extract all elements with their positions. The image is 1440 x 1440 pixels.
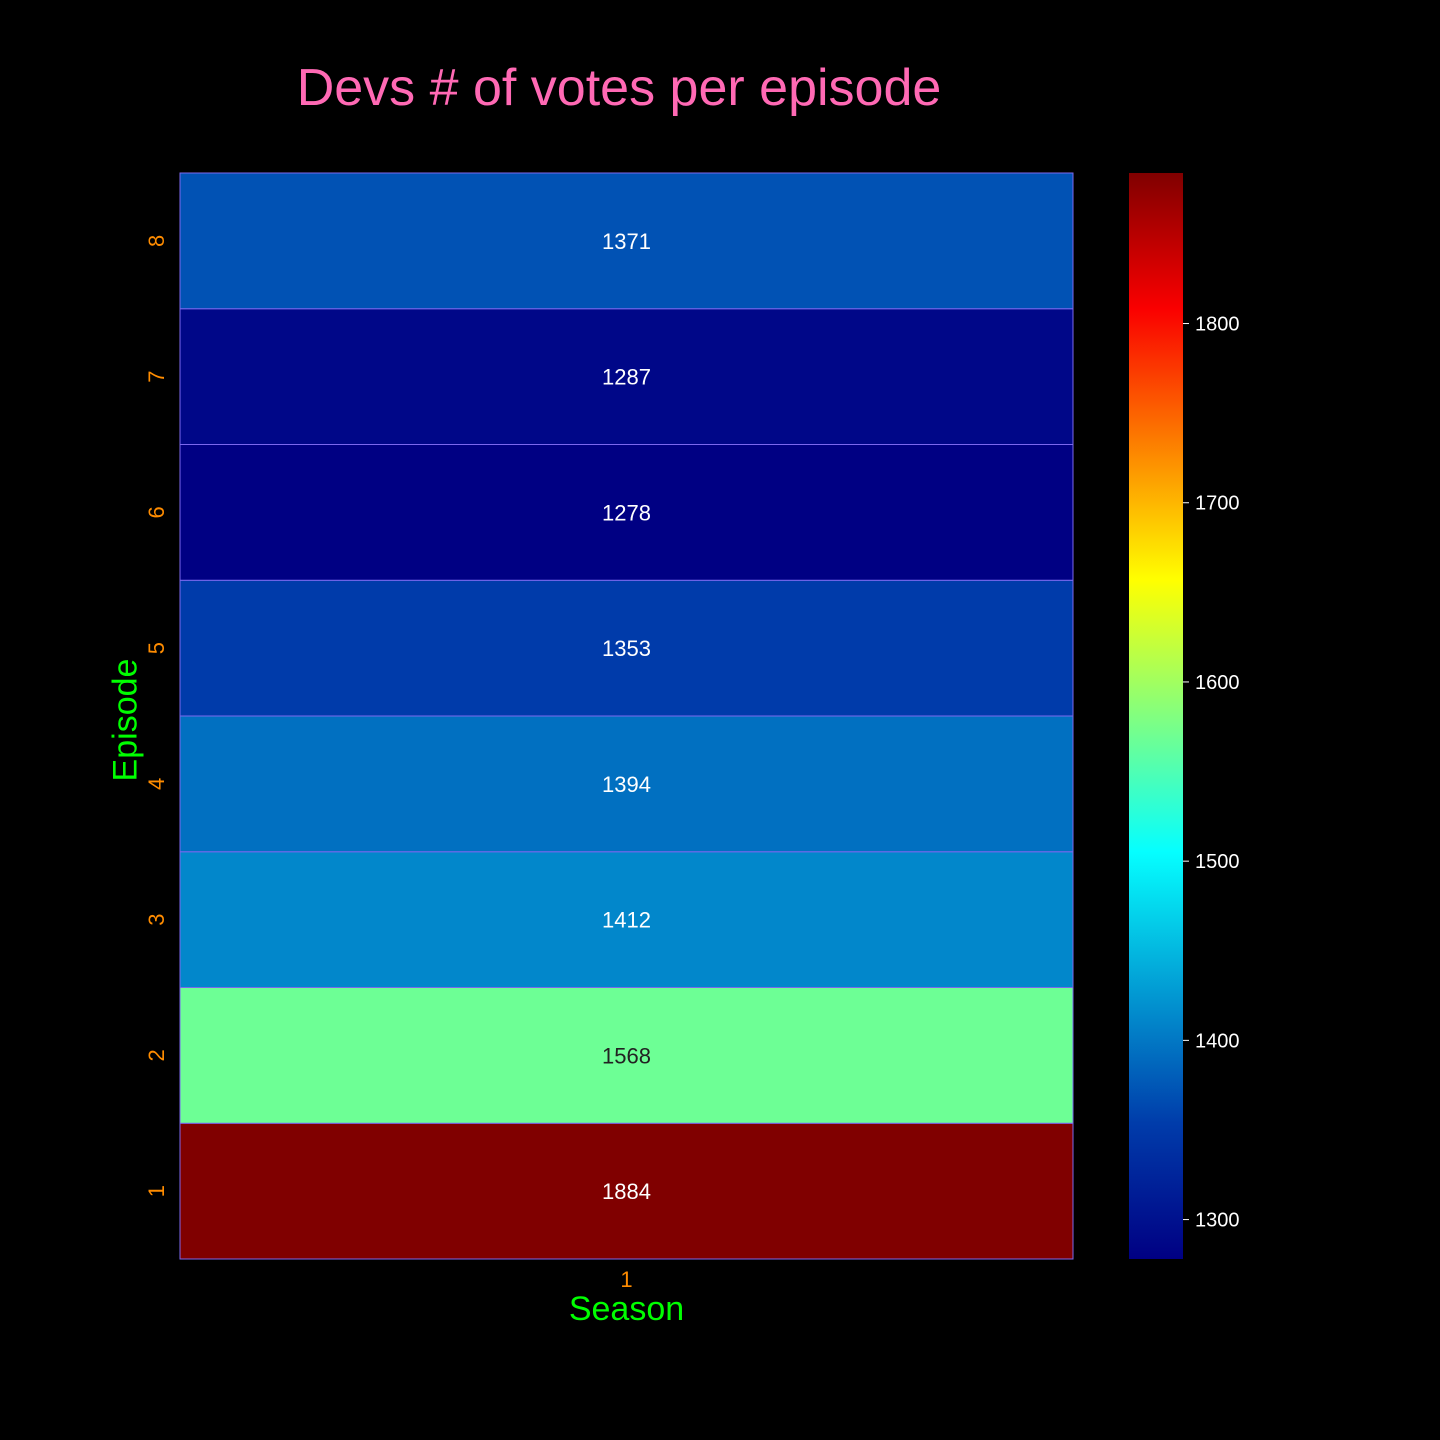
cell-value-label: 1568 bbox=[602, 1043, 651, 1068]
y-tick-label: 6 bbox=[144, 506, 169, 518]
cell-value-label: 1412 bbox=[602, 908, 651, 933]
x-axis-title: Season bbox=[568, 1290, 685, 1328]
cell-value-label: 1278 bbox=[602, 500, 651, 525]
colorbar-tick-label: 1300 bbox=[1195, 1210, 1240, 1232]
cell-value-label: 1394 bbox=[602, 772, 651, 797]
heatmap-cell-episode-5 bbox=[179, 579, 1074, 717]
colorbar-tick-label: 1500 bbox=[1195, 851, 1240, 873]
cell-value-label: 1371 bbox=[602, 229, 651, 254]
y-tick-label: 7 bbox=[144, 371, 169, 383]
cell-value-label: 1884 bbox=[602, 1179, 651, 1204]
colorbar-tick-label: 1400 bbox=[1195, 1030, 1240, 1052]
y-tick-label: 5 bbox=[144, 642, 169, 654]
y-tick-label: 3 bbox=[144, 914, 169, 926]
heatmap-cell-episode-1 bbox=[179, 1122, 1074, 1260]
colorbar-tick-label: 1800 bbox=[1195, 314, 1240, 336]
y-axis-title: Episode bbox=[106, 658, 145, 782]
heatmap-cell-episode-4 bbox=[179, 715, 1074, 853]
colorbar-tick-label: 1600 bbox=[1195, 672, 1240, 694]
colorbar: 1300 1400 1500 1600 1700 1800 bbox=[1129, 173, 1240, 1259]
y-tick-label: 2 bbox=[144, 1049, 169, 1061]
colorbar-bar bbox=[1129, 173, 1183, 1259]
y-axis-ticks: 1 2 3 4 5 6 7 8 bbox=[144, 235, 169, 1198]
y-tick-label: 8 bbox=[144, 235, 169, 247]
heatmap-cells: 1884 1568 1412 1394 1353 1278 1287 1371 bbox=[179, 172, 1074, 1260]
colorbar-tick-label: 1700 bbox=[1195, 493, 1240, 515]
y-tick-label: 4 bbox=[144, 778, 169, 790]
heatmap-cell-episode-6 bbox=[179, 444, 1074, 581]
y-tick-label: 1 bbox=[144, 1185, 169, 1197]
x-axis-ticks: 1 bbox=[620, 1267, 632, 1292]
cell-value-label: 1353 bbox=[602, 636, 651, 661]
heatmap-cell-episode-3 bbox=[179, 851, 1074, 988]
heatmap-cell-episode-8 bbox=[179, 172, 1074, 310]
heatmap-cell-episode-7 bbox=[179, 308, 1074, 445]
x-tick-label: 1 bbox=[620, 1267, 632, 1292]
cell-value-label: 1287 bbox=[602, 365, 651, 390]
chart-title: Devs # of votes per episode bbox=[296, 59, 942, 117]
